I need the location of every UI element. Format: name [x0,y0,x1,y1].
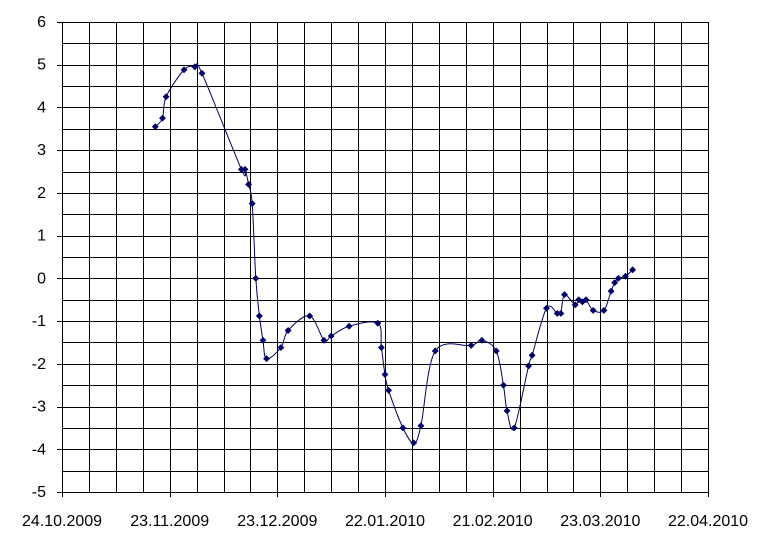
x-tick-label: 23.12.2009 [237,513,317,530]
y-tick-label: 2 [37,185,46,202]
data-point-marker [277,344,285,352]
data-point-marker [575,296,583,304]
x-tick-label: 23.11.2009 [130,513,209,530]
data-point-marker [263,355,271,363]
data-point-marker [374,319,382,327]
data-point-marker [560,291,568,299]
grid [62,22,709,493]
data-point-marker [252,274,260,282]
data-point-marker [377,344,385,352]
data-point-marker [621,272,630,280]
data-point-marker [284,326,292,335]
data-point-marker [255,312,263,320]
data-point-marker [410,439,418,447]
data-point-marker [306,312,314,320]
data-point-marker [198,69,206,77]
data-point-marker [259,336,267,344]
data-point-marker [381,370,389,379]
data-point-marker [345,322,353,330]
data-point-marker [478,336,486,344]
data-point-marker [248,200,256,208]
y-tick-label: -4 [32,441,46,458]
y-tick-label: 4 [37,99,46,116]
data-point-marker [385,386,393,394]
data-point-marker [607,287,615,295]
data-point-marker [629,266,637,274]
y-tick-label: 5 [37,57,46,74]
data-point-marker [571,301,579,309]
y-tick-label: 1 [37,228,46,245]
data-point-marker [611,279,619,287]
data-point-marker [151,123,159,131]
data-point-marker [510,424,518,432]
y-tick-label: 0 [37,270,46,287]
series [151,63,637,447]
data-point-marker [245,180,253,188]
data-point-marker [431,347,439,355]
x-tick-label: 22.04.2010 [668,513,748,530]
y-tick-label: 3 [37,142,46,159]
y-tick-label: 6 [37,14,46,31]
data-point-marker [158,114,167,122]
data-point-marker [492,347,500,355]
x-tick-label: 22.01.2010 [345,513,425,530]
data-point-marker [499,381,507,389]
x-tick-label: 21.02.2010 [453,513,533,530]
data-point-marker [191,63,199,71]
data-point-marker [162,93,170,101]
data-point-marker [600,306,608,314]
x-tick-label: 23.03.2010 [560,513,640,530]
y-tick-labels: 6 5 4 3 2 1 0 -1 -2 -3 -4 -5 [32,14,46,501]
y-tick-label: -2 [32,356,46,373]
x-tick-label: 24.10.2009 [22,513,102,530]
data-point-marker [467,341,475,350]
data-point-marker [614,274,622,282]
data-point-marker [528,351,536,359]
y-tick-label: -3 [32,399,46,416]
data-point-marker [399,424,407,432]
y-tick-label: -1 [32,313,46,330]
data-point-marker [241,165,249,173]
data-point-marker [180,66,188,74]
x-tick-labels: 24.10.2009 23.11.2009 23.12.2009 22.01.2010… [22,513,748,530]
data-point-marker [582,296,590,304]
axes [57,22,709,497]
data-point-marker [557,309,565,317]
data-point-marker [320,336,328,344]
data-point-marker [417,422,425,430]
y-tick-label: -5 [32,484,46,501]
data-point-marker [589,306,597,314]
data-point-marker [503,407,511,415]
data-point-marker [525,362,533,370]
data-point-marker [327,332,335,340]
data-point-marker [542,304,551,312]
